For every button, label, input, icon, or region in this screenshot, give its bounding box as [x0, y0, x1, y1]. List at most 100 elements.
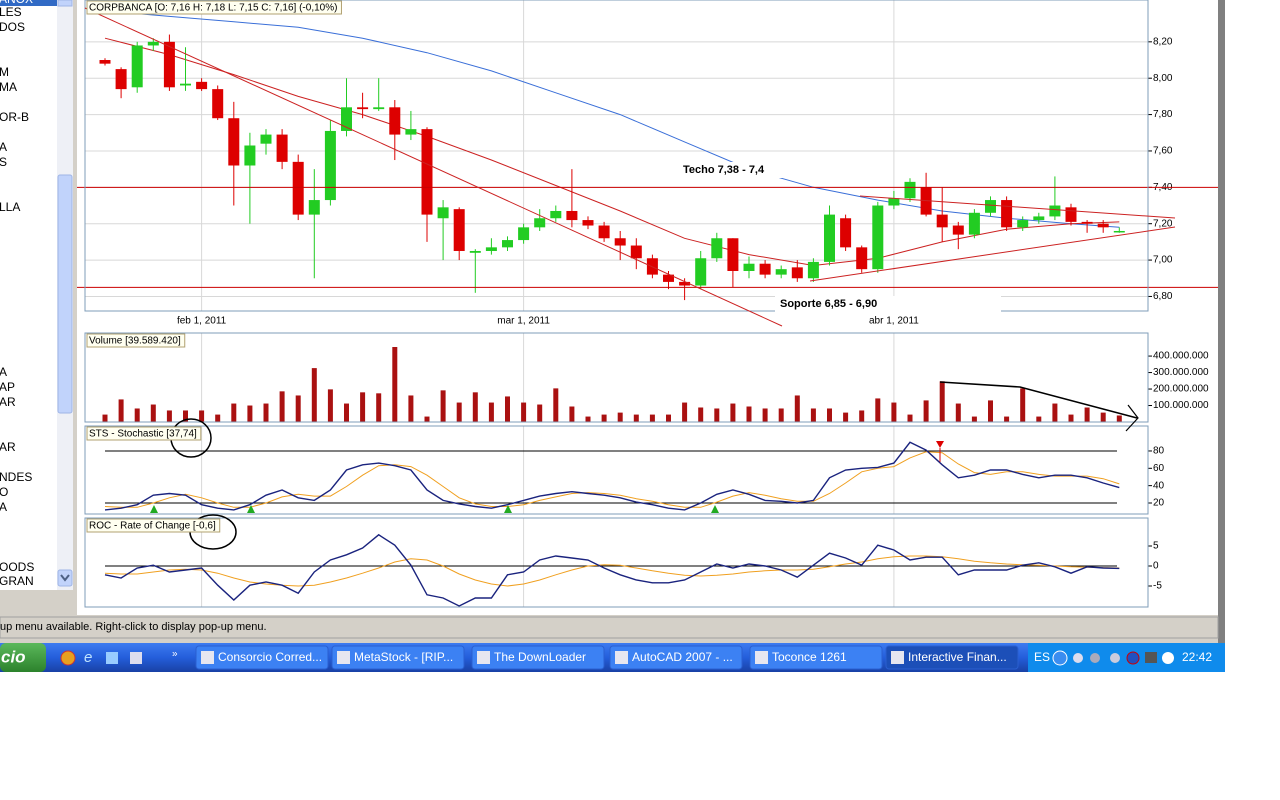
arrow-icon	[60, 574, 70, 582]
tray-icon[interactable]	[1162, 652, 1174, 664]
scroll-up[interactable]	[57, 0, 73, 7]
symbol-item[interactable]: A	[0, 365, 7, 379]
volume-bar	[1116, 415, 1122, 422]
candle-body	[936, 214, 948, 228]
volume-bar	[1004, 416, 1010, 422]
title-box	[86, 426, 202, 441]
symbol-item[interactable]: A	[0, 500, 7, 514]
task-button[interactable]	[471, 645, 605, 670]
volume-bar	[166, 410, 172, 422]
symbol-item[interactable]: ANOX	[0, 0, 33, 6]
panel	[85, 0, 1148, 311]
chrome-icon[interactable]	[60, 650, 76, 666]
candle-body	[1097, 223, 1109, 228]
tray-icon[interactable]	[1126, 651, 1140, 665]
candle-body	[1017, 220, 1029, 228]
symbol-item[interactable]: S	[0, 155, 7, 169]
quicklaunch-icon[interactable]	[106, 652, 118, 664]
task-button[interactable]	[885, 645, 1019, 670]
moving-average	[104, 37, 1120, 267]
tray-icon[interactable]	[1073, 653, 1083, 663]
task-icon	[755, 651, 768, 664]
panel-border	[84, 425, 1149, 515]
volume-bar	[424, 416, 430, 422]
task-label: The DownLoader	[494, 650, 586, 664]
candle-body	[630, 245, 642, 259]
title-box	[86, 0, 342, 15]
expand-icon[interactable]: »	[172, 649, 178, 660]
volume-bar	[666, 414, 671, 422]
symbol-item[interactable]: MA	[0, 80, 17, 94]
candle-body	[534, 218, 546, 228]
volume-bar	[778, 408, 784, 422]
volume-bar	[730, 403, 736, 422]
volume-bar	[231, 403, 237, 422]
symbol-item[interactable]: AP	[0, 380, 15, 394]
quicklaunch-icon[interactable]	[130, 652, 142, 664]
x-tick-label: mar 1, 2011	[497, 316, 550, 327]
ie-icon[interactable]: e	[84, 649, 92, 666]
candle-body	[99, 60, 111, 64]
volume-bar	[891, 402, 897, 422]
symbol-item[interactable]: LLA	[0, 200, 20, 214]
volume-bar	[295, 395, 301, 422]
volume-bar	[102, 414, 108, 422]
panel-title: ROC - Rate of Change [-0,6]	[89, 521, 216, 532]
task-button[interactable]	[609, 645, 743, 670]
task-icon	[891, 651, 904, 664]
y-tick-label: 20	[1153, 498, 1165, 509]
title-box	[86, 333, 186, 348]
symbol-item[interactable]: AR	[0, 440, 16, 454]
task-label: MetaStock - [RIP...	[354, 650, 453, 664]
clock: 22:42	[1182, 650, 1212, 664]
symbol-item[interactable]: OR-B	[0, 110, 29, 124]
volume-bar	[794, 395, 800, 422]
volume-bar	[183, 410, 188, 422]
tray-icon[interactable]	[1052, 650, 1068, 666]
symbol-item[interactable]: AR	[0, 395, 16, 409]
scroll-down[interactable]	[57, 569, 73, 587]
symbol-item[interactable]: O	[0, 485, 8, 499]
symbol-item[interactable]: NDES	[0, 470, 32, 484]
volume-bar	[633, 414, 639, 422]
tray-icon[interactable]	[1110, 653, 1120, 663]
tray-icon[interactable]	[1145, 652, 1157, 663]
symbol-item[interactable]: M	[0, 65, 9, 79]
volume-bar	[843, 412, 849, 422]
volume-bar	[585, 416, 591, 422]
candle-body	[389, 107, 401, 135]
volume-bar	[601, 414, 607, 422]
task-button[interactable]	[195, 645, 329, 670]
candle-body	[437, 207, 449, 219]
symbol-item[interactable]: DOS	[0, 20, 25, 34]
candle-body	[469, 250, 481, 253]
task-button[interactable]	[749, 645, 883, 670]
start-button[interactable]	[0, 643, 46, 672]
scroll-thumb[interactable]	[57, 174, 73, 414]
volume-bar	[569, 406, 575, 422]
volume-bar	[939, 381, 945, 422]
symbol-item[interactable]: OODS	[0, 560, 34, 574]
candle-body	[147, 41, 159, 46]
trendline	[809, 226, 1176, 282]
tray-icon[interactable]	[1090, 653, 1100, 663]
symbol-item[interactable]: LES	[0, 5, 22, 19]
volume-bar	[1100, 412, 1106, 422]
x-tick-label: feb 1, 2011	[177, 316, 227, 327]
volume-bar	[955, 403, 961, 422]
annotation-box	[676, 162, 788, 178]
candle-body	[260, 134, 272, 144]
volume-bar	[376, 393, 382, 422]
candle-body	[421, 129, 433, 215]
volume-bar	[537, 404, 543, 422]
symbol-item[interactable]: GRAN	[0, 574, 34, 588]
symbol-item[interactable]: A	[0, 140, 7, 154]
candle-body	[196, 81, 208, 90]
task-button[interactable]	[331, 645, 465, 670]
candle-body	[1065, 207, 1077, 222]
x-tick-label: abr 1, 2011	[869, 316, 919, 327]
task-icon	[477, 651, 490, 664]
candle-body	[405, 129, 417, 135]
volume-bar	[988, 400, 993, 422]
